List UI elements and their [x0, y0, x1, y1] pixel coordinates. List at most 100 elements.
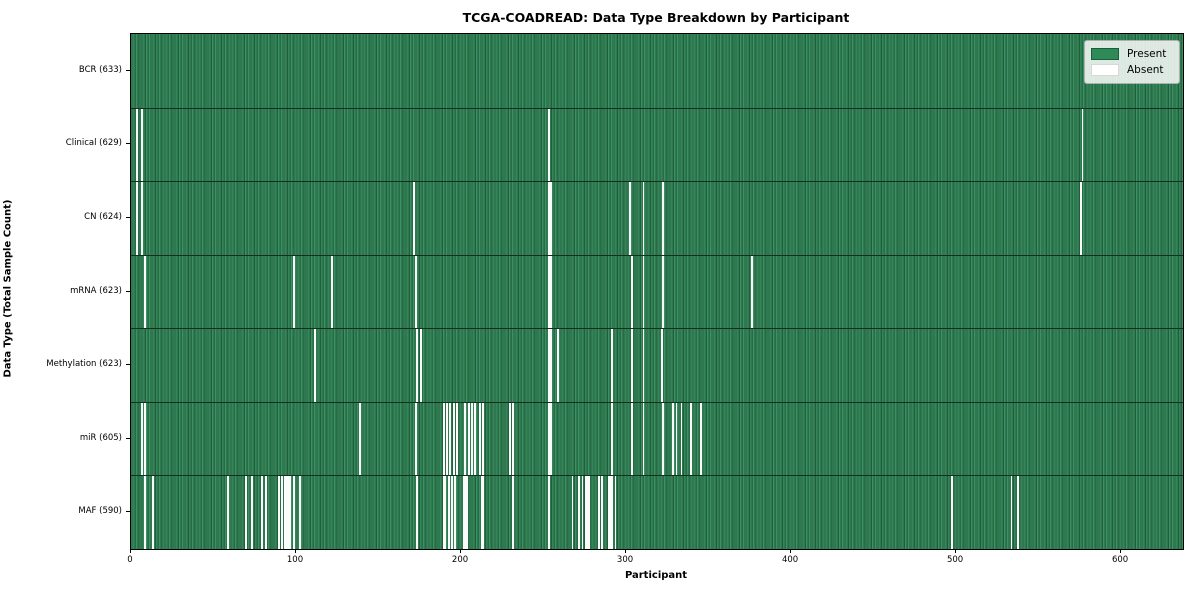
absent-line [700, 402, 703, 476]
x-tick-label-0: 0 [127, 555, 133, 565]
absent-line [140, 402, 143, 476]
x-tick-mark [460, 549, 462, 553]
x-tick-mark [1120, 549, 1122, 553]
absent-line [680, 402, 683, 476]
heatmap-row-clinical [131, 107, 1183, 182]
absent-line [508, 402, 511, 476]
absent-line [631, 402, 633, 476]
absent-line [358, 402, 361, 476]
y-tick-label-methylation: Methylation (623) [46, 359, 122, 370]
absent-line [413, 182, 416, 255]
y-tick-mark [126, 69, 130, 71]
absent-line [289, 476, 292, 549]
absent-line [284, 476, 287, 549]
absent-line [226, 476, 229, 549]
absent-line [642, 182, 645, 255]
absent-line [299, 476, 302, 549]
absent-line [1081, 108, 1084, 182]
absent-line [1010, 476, 1013, 549]
absent-line [444, 476, 447, 549]
absent-line [470, 402, 473, 476]
absent-line [480, 476, 483, 549]
y-tick-mark [126, 437, 130, 439]
absent-line [286, 476, 288, 549]
absent-line [261, 476, 264, 549]
absent-line [446, 402, 449, 476]
x-tick-label-100: 100 [286, 555, 304, 565]
legend-entry-absent: Absent [1091, 62, 1172, 78]
absent-line [609, 476, 612, 549]
absent-line [144, 402, 147, 476]
heatmap-row-maf [131, 475, 1183, 549]
absent-line [672, 402, 675, 476]
absent-line [550, 329, 553, 402]
absent-line [550, 182, 553, 255]
absent-line [152, 476, 155, 549]
legend-entry-present: Present [1091, 46, 1172, 62]
absent-line [292, 255, 295, 329]
absent-line [140, 182, 143, 255]
x-tick-label-600: 600 [1111, 555, 1129, 565]
absent-swatch-icon [1091, 64, 1119, 76]
absent-line [571, 476, 574, 549]
absent-line [548, 182, 551, 255]
absent-line [144, 476, 147, 549]
x-axis-title: Participant [624, 570, 688, 581]
x-tick-mark [130, 549, 131, 553]
absent-line [1017, 476, 1020, 549]
x-tick-mark [790, 549, 792, 553]
absent-line [251, 476, 254, 549]
absent-line [452, 402, 455, 476]
absent-line [581, 476, 584, 549]
heatmap-row-methylation [131, 328, 1183, 402]
absent-line [456, 402, 458, 476]
absent-line [550, 402, 553, 476]
absent-line [281, 476, 284, 549]
absent-line [629, 182, 632, 255]
y-tick-mark [126, 143, 130, 145]
x-tick-label-300: 300 [616, 555, 634, 565]
absent-line [464, 402, 467, 476]
absent-line [588, 476, 590, 549]
absent-line [598, 476, 600, 549]
heatmap-row-bcr [131, 34, 1183, 108]
absent-line [144, 255, 147, 329]
absent-line [287, 476, 290, 549]
absent-line [442, 476, 445, 549]
x-tick-mark [295, 549, 297, 553]
absent-line [584, 476, 587, 549]
absent-line [416, 476, 419, 549]
absent-line [414, 402, 417, 476]
heatmap-row-cn [131, 181, 1183, 255]
y-tick-mark [126, 364, 130, 366]
y-tick-label-clinical: Clinical (629) [65, 138, 122, 149]
absent-line [660, 329, 663, 402]
y-tick-label-maf: MAF (590) [78, 506, 122, 517]
absent-line [314, 329, 317, 402]
x-tick-mark [625, 549, 627, 553]
absent-line [675, 402, 678, 476]
absent-line [662, 182, 665, 255]
absent-line [548, 329, 551, 402]
heatmap-row-mir [131, 401, 1183, 476]
x-tick-label-500: 500 [946, 555, 964, 565]
absent-line [454, 476, 457, 549]
absent-line [292, 476, 295, 549]
absent-line [642, 402, 645, 476]
absent-line [447, 476, 450, 549]
absent-line [140, 108, 143, 182]
absent-line [416, 329, 419, 402]
absent-line [512, 402, 515, 476]
absent-line [614, 476, 617, 549]
y-tick-label-bcr: BCR (633) [78, 64, 122, 75]
absent-line [607, 476, 610, 549]
absent-line [330, 255, 333, 329]
absent-line [277, 476, 280, 549]
absent-line [578, 476, 581, 549]
legend-label-absent: Absent [1127, 64, 1164, 76]
chart-title: TCGA-COADREAD: Data Type Breakdown by Pa… [462, 10, 850, 25]
absent-line [611, 476, 614, 549]
absent-line [1079, 182, 1082, 255]
y-tick-mark [126, 290, 130, 292]
